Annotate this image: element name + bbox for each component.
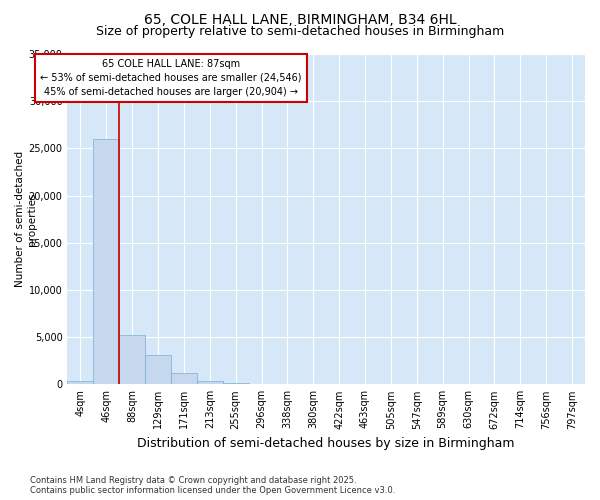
Bar: [223, 383, 248, 384]
Text: 65, COLE HALL LANE, BIRMINGHAM, B34 6HL: 65, COLE HALL LANE, BIRMINGHAM, B34 6HL: [143, 12, 457, 26]
Text: 65 COLE HALL LANE: 87sqm
← 53% of semi-detached houses are smaller (24,546)
45% : 65 COLE HALL LANE: 87sqm ← 53% of semi-d…: [40, 58, 302, 96]
Bar: [67, 382, 94, 384]
Bar: [119, 335, 145, 384]
Bar: [197, 380, 223, 384]
Text: Size of property relative to semi-detached houses in Birmingham: Size of property relative to semi-detach…: [96, 25, 504, 38]
Bar: [171, 373, 197, 384]
Bar: [145, 355, 171, 384]
Bar: [94, 139, 119, 384]
Text: Contains HM Land Registry data © Crown copyright and database right 2025.
Contai: Contains HM Land Registry data © Crown c…: [30, 476, 395, 495]
Y-axis label: Number of semi-detached
properties: Number of semi-detached properties: [15, 151, 37, 287]
X-axis label: Distribution of semi-detached houses by size in Birmingham: Distribution of semi-detached houses by …: [137, 437, 515, 450]
